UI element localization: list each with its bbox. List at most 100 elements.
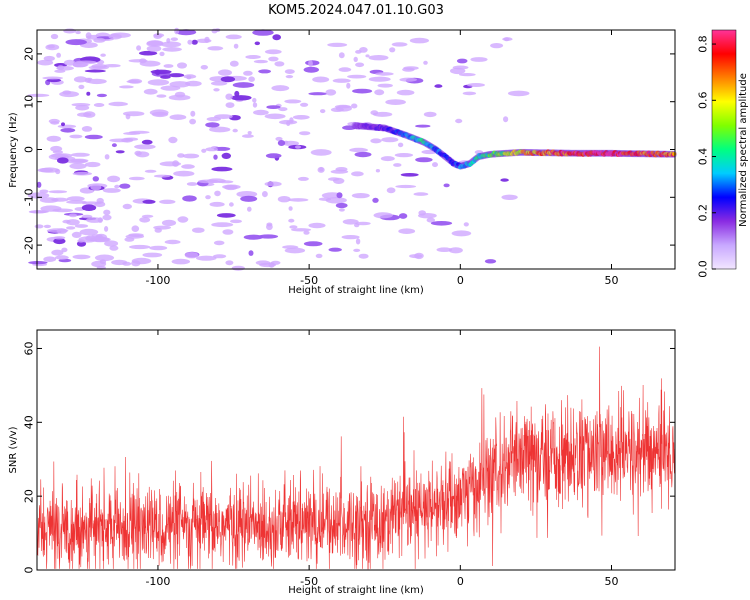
noise-blob bbox=[73, 76, 88, 83]
noise-blob bbox=[285, 75, 294, 79]
noise-blob bbox=[57, 124, 77, 129]
noise-blob bbox=[319, 167, 324, 172]
noise-blob bbox=[182, 195, 197, 202]
snr-x-tick-label: 0 bbox=[457, 575, 464, 588]
noise-blob bbox=[139, 50, 158, 56]
noise-blob bbox=[400, 173, 419, 177]
noise-blob bbox=[373, 212, 393, 219]
noise-blob bbox=[37, 59, 54, 66]
noise-blob bbox=[91, 63, 107, 69]
noise-blob bbox=[211, 222, 234, 228]
noise-blob bbox=[201, 148, 207, 153]
noise-blob bbox=[300, 102, 309, 107]
noise-blob bbox=[254, 41, 260, 46]
noise-blob bbox=[218, 180, 234, 184]
noise-blob bbox=[43, 256, 57, 263]
noise-blob bbox=[166, 38, 171, 44]
noise-blob bbox=[507, 90, 530, 97]
noise-blob bbox=[253, 109, 269, 116]
noise-blob bbox=[123, 111, 145, 117]
noise-blob bbox=[213, 146, 231, 151]
noise-blob bbox=[336, 192, 343, 199]
noise-blob bbox=[211, 166, 233, 172]
noise-blob bbox=[222, 229, 234, 235]
noise-blob bbox=[355, 62, 365, 68]
noise-blob bbox=[398, 228, 416, 234]
noise-blob bbox=[161, 219, 177, 227]
noise-blob bbox=[241, 134, 254, 138]
chart-title: KOM5.2024.047.01.10.G03 bbox=[268, 3, 444, 18]
noise-blob bbox=[147, 79, 170, 86]
noise-blob bbox=[160, 75, 171, 79]
noise-blob bbox=[196, 255, 217, 261]
noise-blob bbox=[290, 228, 312, 232]
noise-blob bbox=[150, 69, 172, 75]
noise-blob bbox=[303, 230, 310, 235]
noise-blob bbox=[303, 241, 323, 247]
noise-blob bbox=[29, 210, 49, 214]
noise-blob bbox=[69, 163, 87, 170]
spectrogram-x-tick-label: 50 bbox=[605, 274, 619, 287]
noise-blob bbox=[210, 81, 228, 86]
noise-blob bbox=[229, 202, 234, 207]
noise-blob bbox=[163, 64, 174, 68]
noise-blob bbox=[248, 250, 254, 256]
noise-blob bbox=[85, 235, 97, 242]
noise-blob bbox=[397, 142, 404, 148]
noise-blob bbox=[168, 94, 191, 101]
noise-blob bbox=[191, 39, 198, 45]
noise-blob bbox=[160, 41, 182, 48]
colorbar-label: Normalized spectral amplitude bbox=[738, 73, 749, 227]
noise-blob bbox=[103, 63, 121, 68]
noise-blob bbox=[265, 153, 282, 159]
snr-x-tick-label: -50 bbox=[300, 575, 318, 588]
noise-blob bbox=[61, 122, 65, 127]
noise-blob bbox=[207, 46, 224, 51]
noise-blob bbox=[159, 51, 165, 57]
noise-blob bbox=[258, 69, 271, 74]
noise-blob bbox=[245, 55, 261, 59]
noise-blob bbox=[214, 114, 233, 119]
noise-blob bbox=[126, 80, 141, 84]
noise-blob bbox=[258, 234, 279, 239]
noise-blob bbox=[57, 157, 69, 164]
ridge-mark bbox=[671, 152, 677, 156]
noise-blob bbox=[443, 183, 450, 188]
noise-blob bbox=[37, 168, 54, 173]
noise-blob bbox=[236, 191, 258, 198]
noise-blob bbox=[131, 260, 141, 267]
noise-blob bbox=[141, 139, 153, 145]
noise-blob bbox=[56, 52, 61, 58]
snr-series-line bbox=[36, 346, 676, 570]
noise-blob bbox=[109, 245, 119, 251]
noise-blob bbox=[75, 104, 90, 111]
noise-blob bbox=[268, 56, 279, 62]
noise-blob bbox=[248, 76, 255, 82]
spectrogram-y-axis-label: Frequency (Hz) bbox=[8, 112, 19, 188]
noise-blob bbox=[50, 153, 73, 159]
noise-blob bbox=[470, 57, 488, 62]
noise-blob bbox=[94, 254, 115, 262]
noise-blob bbox=[182, 153, 200, 159]
spectrogram-y-tick-label: 20 bbox=[23, 47, 36, 61]
noise-blob bbox=[62, 90, 72, 95]
noise-blob bbox=[372, 111, 393, 117]
noise-blob bbox=[372, 197, 379, 203]
spectrogram-y-tick-label: -20 bbox=[23, 236, 36, 254]
noise-blob bbox=[205, 147, 218, 152]
noise-blob bbox=[218, 69, 232, 76]
noise-blob bbox=[56, 228, 68, 234]
noise-blob bbox=[139, 217, 151, 223]
noise-blob bbox=[266, 105, 281, 109]
noise-blob bbox=[455, 118, 463, 124]
noise-blob bbox=[341, 235, 360, 240]
noise-blob bbox=[84, 69, 106, 73]
noise-blob bbox=[252, 97, 257, 103]
noise-blob bbox=[168, 136, 178, 144]
noise-blob bbox=[418, 213, 437, 219]
noise-blob bbox=[187, 39, 193, 45]
noise-blob bbox=[84, 161, 101, 168]
noise-blob bbox=[39, 189, 49, 194]
noise-blob bbox=[177, 216, 189, 223]
